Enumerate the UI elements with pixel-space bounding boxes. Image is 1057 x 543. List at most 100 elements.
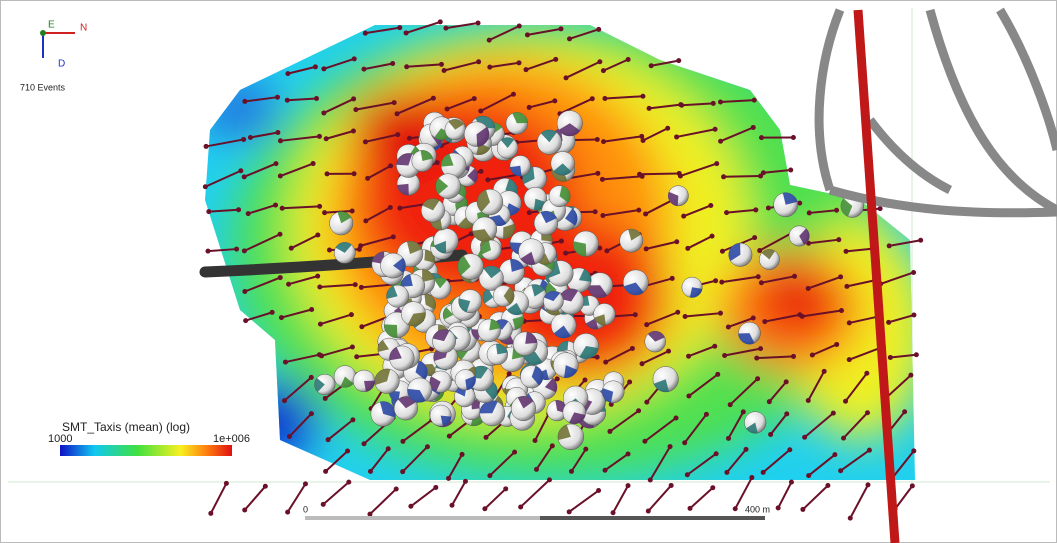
arrow-tail — [525, 32, 530, 37]
colorbar-title: SMT_Taxis (mean) (log) — [62, 420, 190, 434]
arrow-head — [674, 415, 679, 420]
arrow-tail — [363, 218, 368, 223]
arrow-tail — [327, 248, 332, 253]
arrow-head — [270, 310, 275, 315]
arrow-tail — [648, 478, 653, 483]
arrow-tail — [359, 324, 364, 329]
arrow-head — [273, 161, 278, 166]
arrow-tail — [485, 177, 490, 182]
arrow-tail — [285, 98, 290, 103]
arrow-tail — [767, 399, 772, 404]
arrow-head — [317, 134, 322, 139]
arrow-tail — [363, 139, 368, 144]
arrow-tail — [567, 509, 572, 514]
arrow-head — [710, 485, 715, 490]
arrow-head — [744, 447, 749, 452]
arrow-tail — [603, 360, 608, 365]
arrow-tail — [443, 26, 448, 31]
arrow-head — [914, 352, 919, 357]
axis-label: N — [80, 23, 87, 34]
arrow-head — [311, 161, 316, 166]
arrow-tail — [563, 251, 568, 256]
arrow-tail — [283, 360, 288, 365]
arrow-tail — [719, 280, 724, 285]
arrow-head — [797, 201, 802, 206]
arrow-head — [460, 452, 465, 457]
arrow-head — [640, 94, 645, 99]
arrow-tail — [847, 320, 852, 325]
arrow-head — [349, 312, 354, 317]
arrow-tail — [768, 432, 773, 437]
arrow-tail — [604, 248, 609, 253]
colorbar-gradient — [60, 445, 232, 456]
arrow-tail — [641, 138, 646, 143]
arrow-head — [351, 129, 356, 134]
arrow-tail — [679, 103, 684, 108]
arrow-tail — [243, 318, 248, 323]
arrow-head — [752, 98, 757, 103]
arrow-head — [636, 208, 641, 213]
arrow-tail — [644, 400, 649, 405]
arrow-tail — [287, 434, 292, 439]
arrow-head — [597, 59, 602, 64]
arrow-tail — [806, 286, 811, 291]
arrow-head — [758, 346, 763, 351]
arrow-head — [864, 371, 869, 376]
arrow-tail — [688, 506, 693, 511]
arrow-head — [463, 479, 468, 484]
arrow-head — [395, 132, 400, 137]
arrow-tail — [478, 109, 483, 114]
arrow-tail — [395, 111, 400, 116]
arrow-tail — [321, 502, 326, 507]
arrow-head — [753, 207, 758, 212]
arrow-head — [834, 208, 839, 213]
arrow-head — [313, 64, 318, 69]
arrow-tail — [722, 353, 727, 358]
arrow-tail — [400, 469, 405, 474]
arrow-tail — [365, 176, 370, 181]
arrow-tail — [600, 177, 605, 182]
arrow-tail — [806, 473, 811, 478]
arrow-tail — [324, 136, 329, 141]
arrow-tail — [248, 135, 253, 140]
arrow-head — [878, 206, 883, 211]
arrow-tail — [203, 184, 208, 189]
arrow-tail — [242, 99, 247, 104]
arrow-tail — [326, 437, 331, 442]
arrow-tail — [487, 473, 492, 478]
arrow-tail — [841, 436, 846, 441]
arrow-tail — [843, 399, 848, 404]
arrow-head — [865, 482, 870, 487]
arrow-head — [741, 409, 746, 414]
arrow-head — [547, 477, 552, 482]
arrow-tail — [358, 243, 363, 248]
scale-segment — [540, 516, 765, 520]
arrow-head — [751, 316, 756, 321]
arrow-tail — [285, 510, 290, 515]
arrow-head — [234, 247, 239, 252]
arrow-head — [666, 349, 671, 354]
arrow-head — [275, 95, 280, 100]
arrow-head — [238, 168, 243, 173]
arrow-tail — [362, 441, 367, 446]
arrow-tail — [533, 438, 538, 443]
arrow-tail — [640, 361, 645, 366]
arrow-head — [704, 412, 709, 417]
arrow-tail — [642, 439, 647, 444]
arrow-head — [910, 483, 915, 488]
scale-start: 0 — [303, 504, 308, 514]
arrow-head — [346, 480, 351, 485]
arrow-tail — [757, 248, 762, 253]
arrow-tail — [286, 282, 291, 287]
arrow-tail — [317, 284, 322, 289]
arrow-head — [711, 101, 716, 106]
arrow-head — [352, 56, 357, 61]
arrow-tail — [674, 134, 679, 139]
arrow-tail — [686, 354, 691, 359]
arrow-tail — [724, 470, 729, 475]
arrow-tail — [847, 357, 852, 362]
arrow-tail — [602, 96, 607, 101]
arrow-tail — [282, 398, 287, 403]
arrow-tail — [353, 107, 358, 112]
arrow-tail — [848, 516, 853, 521]
